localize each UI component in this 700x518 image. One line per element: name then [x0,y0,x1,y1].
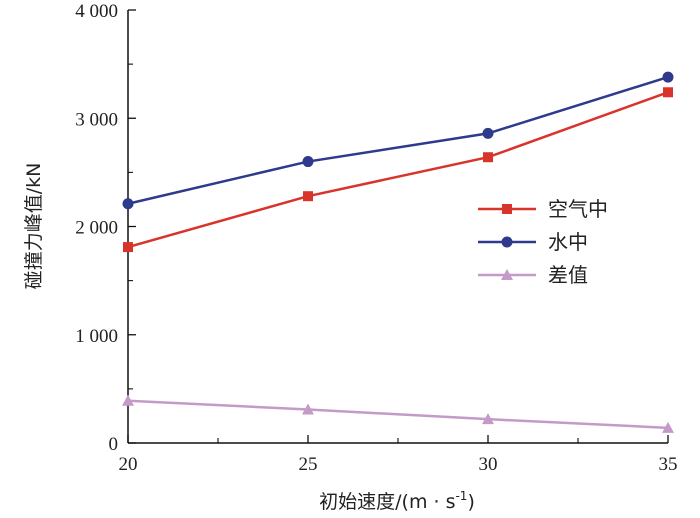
legend-label: 水中 [548,230,588,254]
series-line [127,399,669,430]
series-line [127,91,669,249]
legend-marker [501,269,513,280]
legend-label: 差值 [548,263,588,287]
data-point [483,152,493,163]
x-tick-label: 30 [479,454,498,475]
data-point [302,403,314,415]
legend-marker [501,236,513,248]
tick-labels: 0 1 000 2 000 3 000 4 000 20 25 30 35 [75,1,677,475]
legend-item: 差值 [478,263,588,287]
series-2 [122,71,674,210]
data-point [482,413,494,425]
x-tick-label: 35 [659,454,678,475]
data-point [662,421,674,433]
data-point [122,394,134,406]
x-axis-title-close: ) [467,491,474,513]
data-point [663,87,673,98]
data-point [662,71,674,83]
data-point [302,156,314,168]
y-tick-label: 4 000 [75,1,118,22]
data-point [303,191,313,202]
legend-marker [502,204,512,214]
x-axis-title: 初始速度/(m · s-1) [319,489,475,513]
series-group [122,71,674,433]
x-tick-label: 25 [299,454,318,475]
series-1 [123,87,673,253]
data-point [123,242,133,253]
series-3 [122,394,674,433]
legend-item: 水中 [478,230,588,254]
y-tick-label: 0 [109,434,119,455]
axes [127,9,669,444]
y-tick-label: 3 000 [75,109,118,130]
legend-item: 空气中 [478,197,608,221]
x-axis-title-superscript: -1 [455,489,467,503]
y-tick-label: 2 000 [75,218,118,239]
data-point [482,127,494,139]
legend-label: 空气中 [548,197,608,221]
series-line [127,75,669,205]
y-tick-label: 1 000 [75,326,118,347]
y-axis-title: 碰撞力峰值/kN [23,163,45,290]
data-point [122,198,134,210]
x-tick-label: 20 [119,454,138,475]
